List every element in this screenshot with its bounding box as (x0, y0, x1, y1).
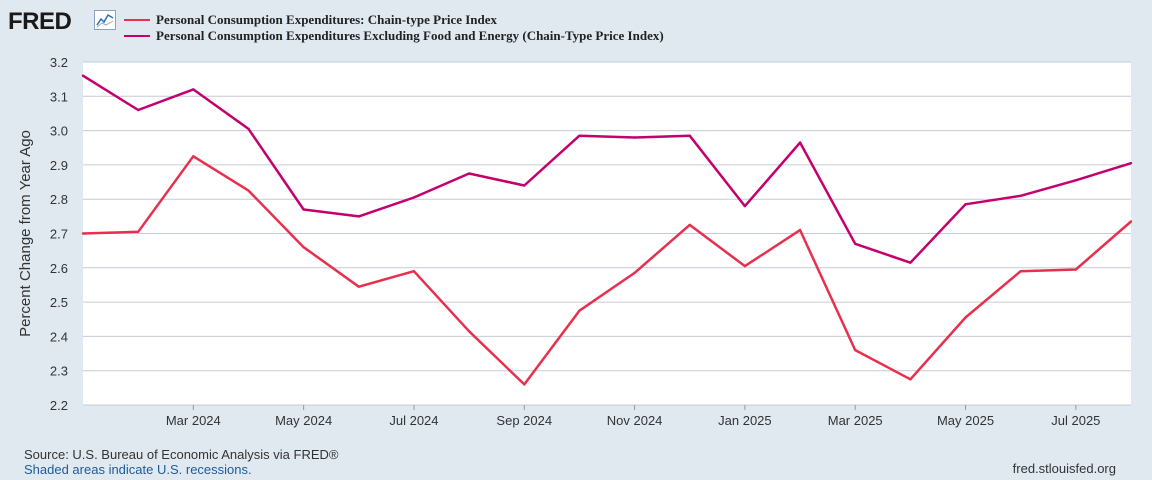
x-axis-ticks: Mar 2024 May 2024 Jul 2024 Sep 2024 Nov 2024… (166, 405, 1100, 428)
data-point-series-1 (688, 223, 691, 227)
x-tick-label: Nov 2024 (607, 413, 663, 428)
data-point-series-1 (633, 271, 636, 275)
fred-logo[interactable]: FRED (8, 8, 72, 35)
data-point-series-2 (412, 196, 416, 199)
x-tick-label: Jul 2024 (389, 413, 438, 428)
series-lines (81, 74, 1133, 386)
data-point-series-1 (136, 230, 140, 233)
data-point-series-2 (523, 184, 526, 187)
data-point-series-2 (1129, 161, 1133, 165)
data-point-series-1 (1129, 220, 1133, 223)
data-point-series-1 (1019, 270, 1022, 273)
y-tick-label: 2.7 (50, 227, 68, 242)
legend-item-series-1[interactable]: Personal Consumption Expenditures: Chain… (124, 12, 664, 28)
x-tick-label: May 2025 (937, 413, 994, 428)
data-point-series-2 (633, 136, 636, 139)
legend-label-series-2: Personal Consumption Expenditures Exclud… (156, 28, 664, 43)
x-tick-label: Mar 2025 (828, 413, 883, 428)
data-point-series-1 (192, 155, 195, 158)
data-point-series-2 (136, 108, 140, 112)
y-tick-label: 2.2 (50, 398, 68, 413)
grid-lines (83, 61, 1131, 406)
data-point-series-1 (523, 383, 526, 386)
legend-swatch-series-1 (124, 18, 150, 22)
legend-item-series-2[interactable]: Personal Consumption Expenditures Exclud… (124, 28, 664, 44)
data-point-series-1 (412, 270, 416, 273)
data-point-series-1 (909, 378, 912, 381)
data-point-series-2 (467, 172, 471, 175)
y-tick-label: 2.9 (50, 158, 68, 173)
data-point-series-2 (357, 215, 360, 218)
data-point-series-1 (1074, 268, 1078, 271)
data-point-series-1 (467, 330, 471, 333)
data-point-series-1 (854, 348, 857, 352)
data-point-series-2 (798, 141, 802, 144)
footer-attribution: Source: U.S. Bureau of Economic Analysis… (24, 447, 338, 477)
data-point-series-1 (247, 189, 250, 192)
y-tick-label: 2.3 (50, 364, 68, 379)
data-point-series-1 (302, 246, 305, 249)
y-tick-label: 3.2 (50, 55, 68, 70)
data-point-series-2 (1074, 179, 1078, 182)
data-point-series-1 (743, 264, 747, 268)
data-point-series-2 (964, 203, 967, 206)
data-point-series-2 (688, 134, 691, 137)
data-point-series-2 (302, 208, 305, 211)
y-tick-label: 3.0 (50, 124, 68, 139)
data-point-series-2 (743, 204, 747, 208)
data-point-series-1 (798, 228, 802, 232)
data-point-series-2 (854, 242, 857, 245)
x-tick-label: May 2024 (275, 413, 332, 428)
x-tick-label: Jan 2025 (718, 413, 772, 428)
y-tick-label: 3.1 (50, 89, 68, 104)
data-point-series-2 (1019, 194, 1022, 197)
data-point-series-2 (81, 74, 85, 77)
legend-label-series-1: Personal Consumption Expenditures: Chain… (156, 12, 498, 27)
data-point-series-1 (578, 309, 581, 312)
series-line-2[interactable] (82, 74, 1132, 264)
y-axis-ticks: 2.2 2.3 2.4 2.5 2.6 2.7 2.8 2.9 3.0 3.1 3.2 (50, 55, 68, 413)
y-tick-label: 2.6 (50, 261, 68, 276)
source-text: Source: U.S. Bureau of Economic Analysis… (24, 447, 339, 462)
x-tick-label: Sep 2024 (496, 413, 552, 428)
data-point-series-2 (578, 134, 581, 137)
y-tick-label: 2.5 (50, 295, 68, 310)
fred-url[interactable]: fred.stlouisfed.org (1012, 461, 1116, 476)
data-point-series-1 (964, 316, 967, 319)
series-line-1[interactable] (82, 155, 1132, 386)
data-point-series-2 (909, 261, 912, 264)
data-point-series-2 (192, 88, 195, 91)
y-tick-label: 2.8 (50, 192, 68, 207)
x-tick-label: Mar 2024 (166, 413, 221, 428)
y-axis-label: Percent Change from Year Ago (17, 130, 34, 337)
x-tick-label: Jul 2025 (1051, 413, 1100, 428)
data-point-series-1 (81, 232, 85, 235)
data-point-series-2 (247, 127, 250, 131)
recession-note: Shaded areas indicate U.S. recessions. (24, 462, 252, 477)
y-tick-label: 2.4 (50, 329, 68, 344)
chart-line-icon (94, 10, 116, 30)
legend-swatch-series-2 (124, 34, 150, 38)
data-point-series-1 (357, 285, 360, 288)
chart-legend: Personal Consumption Expenditures: Chain… (124, 12, 664, 44)
